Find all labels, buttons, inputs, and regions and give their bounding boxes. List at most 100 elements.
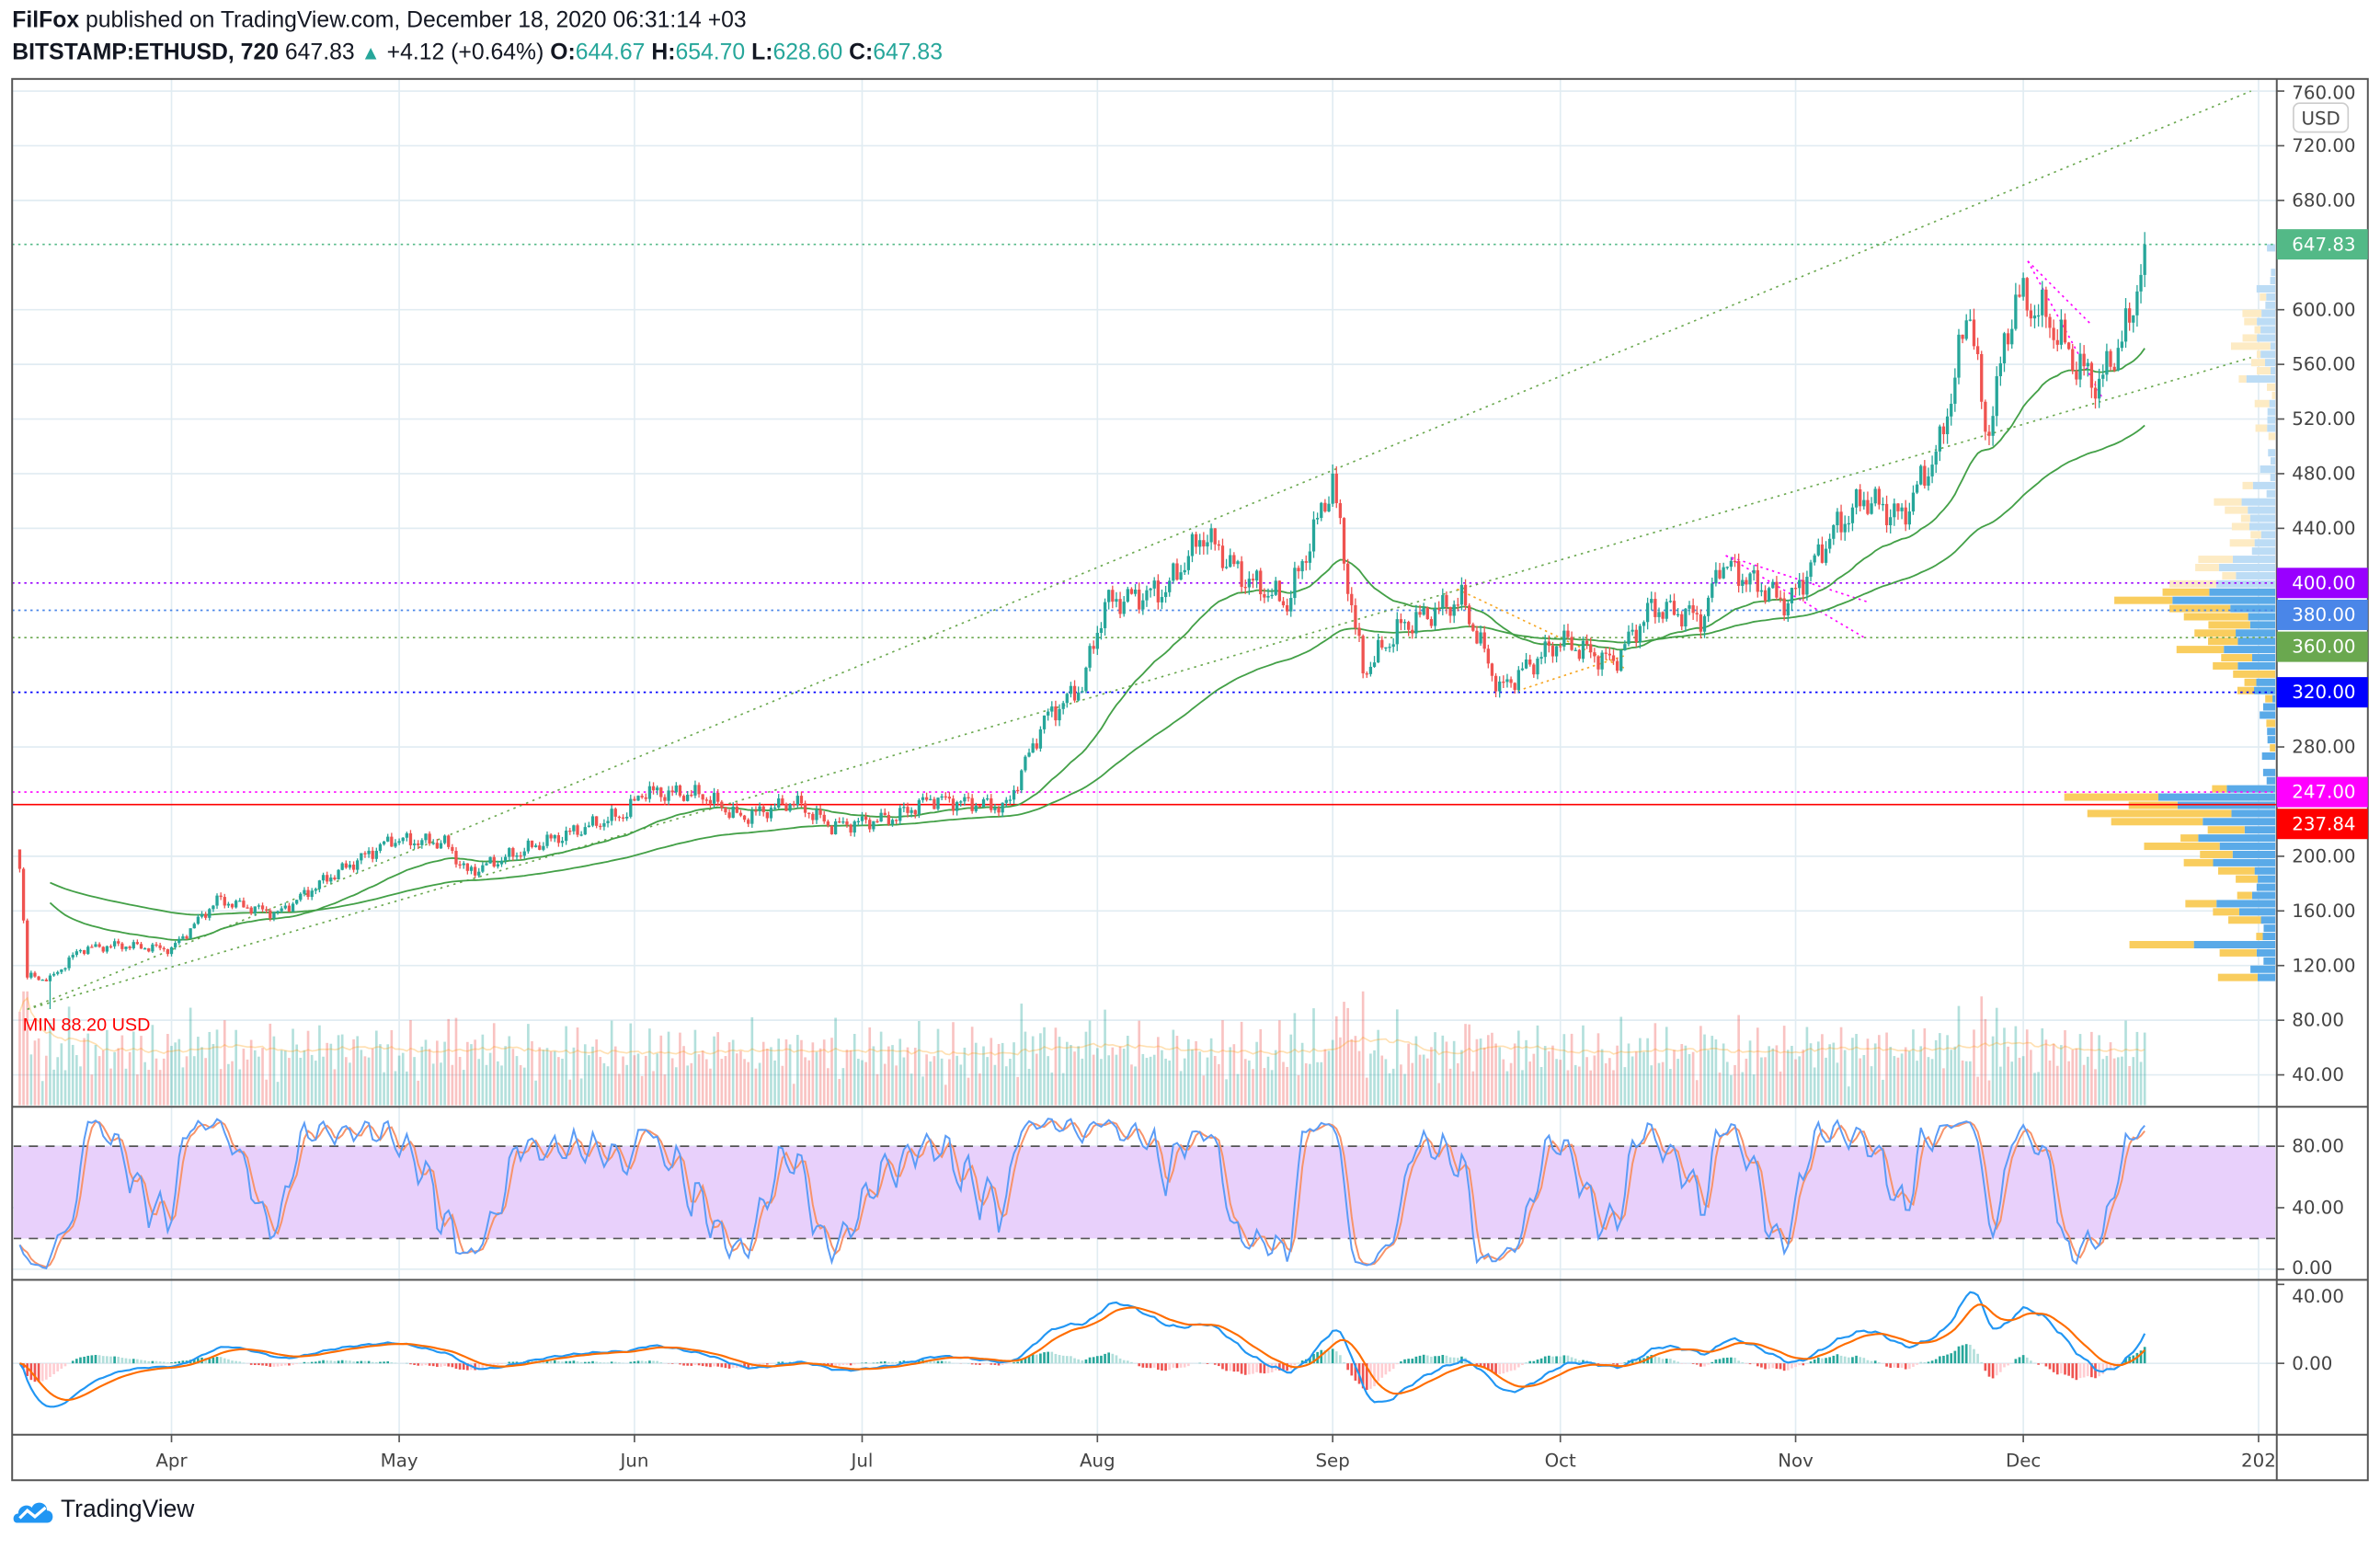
candle — [1585, 634, 1589, 649]
candle-body — [1149, 588, 1152, 591]
volume-bar — [208, 1031, 212, 1106]
volume-bar — [1475, 1038, 1479, 1106]
volume-bar — [1771, 1048, 1775, 1106]
macd-histogram-bar — [1573, 1358, 1577, 1364]
profile-bar-up — [2260, 916, 2276, 924]
candle — [838, 817, 841, 823]
profile-bar-up — [2256, 678, 2276, 686]
macd-histogram-bar — [2007, 1363, 2009, 1366]
volume-bar — [1286, 1066, 1288, 1106]
macd-histogram-bar — [1946, 1354, 1949, 1364]
volume-bar — [622, 1056, 624, 1106]
candle — [1915, 480, 1919, 495]
candle-body — [1475, 630, 1479, 644]
volume-bar — [1725, 1061, 1729, 1106]
macd-histogram-bar — [1384, 1363, 1388, 1375]
volume-bar — [887, 1046, 890, 1106]
candle-body — [1445, 594, 1448, 607]
candle-body — [1759, 590, 1764, 592]
candle-body — [1528, 659, 1532, 665]
candle-body — [223, 897, 226, 906]
volume-bar — [1695, 1080, 1699, 1106]
candle — [249, 906, 253, 915]
candle — [1756, 563, 1759, 598]
author-name[interactable]: FilFox — [12, 7, 80, 34]
volume-bar — [1548, 1051, 1550, 1106]
volume-bar — [538, 1047, 542, 1106]
volume-bar — [561, 1058, 564, 1106]
macd-histogram-bar — [561, 1361, 564, 1364]
macd-histogram-bar — [458, 1363, 462, 1370]
candle-body — [522, 851, 526, 856]
volume-bar — [1946, 1035, 1949, 1106]
macd-histogram-bar — [1745, 1363, 1748, 1364]
macd-histogram-bar — [94, 1355, 97, 1364]
profile-bar-down — [2257, 367, 2271, 375]
volume-bar — [1225, 1079, 1228, 1106]
candle — [40, 979, 44, 981]
macd-histogram-bar — [1509, 1363, 1513, 1371]
candle — [306, 887, 310, 901]
candle-body — [872, 820, 875, 830]
candle-body — [981, 798, 986, 808]
candle — [1779, 590, 1782, 602]
macd-histogram-bar — [1300, 1360, 1304, 1364]
volume-bar — [1001, 1042, 1004, 1106]
volume-bar — [2112, 1058, 2116, 1106]
candle-body — [329, 878, 333, 882]
min-price-label: MIN 88.20 USD — [23, 1015, 151, 1036]
candle-body — [1585, 640, 1589, 645]
macd-histogram-bar — [249, 1363, 253, 1365]
profile-bar-down — [2111, 818, 2203, 826]
macd-histogram-bar — [2048, 1363, 2052, 1370]
volume-bar — [1680, 1044, 1684, 1106]
volume-bar — [788, 1044, 792, 1106]
candle-body — [1194, 534, 1198, 547]
candle-body — [568, 831, 572, 832]
volume-bar — [1661, 1061, 1665, 1106]
candle — [1368, 661, 1373, 677]
candle — [511, 846, 515, 861]
candle-body — [26, 920, 29, 978]
macd-histogram-bar — [1999, 1363, 2002, 1372]
candle — [1911, 485, 1916, 515]
volume-bar — [18, 1011, 21, 1106]
candle — [1824, 541, 1828, 566]
candle — [1650, 591, 1653, 611]
macd-histogram-bar — [633, 1361, 636, 1364]
tradingview-logo[interactable]: TradingView — [12, 1497, 194, 1524]
volume-bar — [1987, 1080, 1991, 1106]
profile-bar-up — [2270, 342, 2276, 350]
candle — [879, 809, 883, 822]
candle — [101, 946, 105, 954]
candle — [1365, 671, 1368, 678]
profile-bar-down — [2183, 613, 2248, 621]
macd-histogram-bar — [170, 1362, 173, 1364]
candle-body — [333, 878, 337, 879]
candle-body — [344, 863, 348, 868]
candle — [602, 819, 606, 831]
volume-bar — [704, 1059, 708, 1106]
candle — [203, 912, 208, 921]
candle-body — [864, 816, 868, 820]
profile-bar-up — [2261, 309, 2276, 317]
volume-bar — [572, 1047, 576, 1106]
macd-histogram-bar — [1665, 1359, 1668, 1364]
volume-bar — [1414, 1036, 1418, 1106]
volume-bar — [1248, 1060, 1251, 1106]
candle-body — [701, 794, 704, 800]
macd-histogram-bar — [1259, 1363, 1263, 1373]
volume-bar — [1870, 1066, 1873, 1106]
candle — [1623, 640, 1627, 651]
volume-bar — [531, 1040, 533, 1106]
macd-histogram-bar — [1893, 1363, 1896, 1368]
candle — [1445, 591, 1448, 614]
candle — [788, 803, 792, 813]
currency-button[interactable]: USD — [2293, 102, 2350, 133]
candle — [659, 786, 663, 802]
macd-histogram-bar — [724, 1363, 727, 1369]
volume-bar — [1009, 1059, 1012, 1106]
candle — [795, 791, 799, 809]
volume-bar — [576, 1027, 579, 1106]
